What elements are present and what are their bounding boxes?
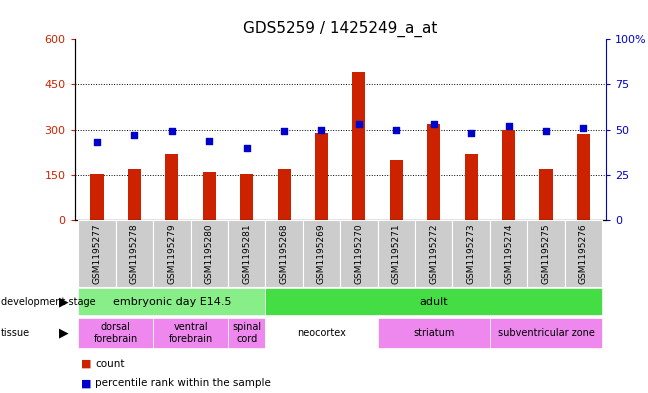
Text: ▶: ▶ [59, 295, 68, 308]
Title: GDS5259 / 1425249_a_at: GDS5259 / 1425249_a_at [243, 20, 437, 37]
Point [129, 132, 139, 138]
Text: ■: ■ [81, 358, 91, 369]
Text: ▶: ▶ [59, 327, 68, 340]
Point [391, 127, 402, 133]
Text: GSM1195272: GSM1195272 [429, 223, 438, 284]
Bar [191, 220, 228, 287]
Text: GSM1195273: GSM1195273 [467, 223, 476, 284]
Point [428, 121, 439, 127]
Bar [490, 220, 527, 287]
Text: GSM1195271: GSM1195271 [392, 223, 401, 284]
Bar [577, 134, 590, 220]
Text: percentile rank within the sample: percentile rank within the sample [95, 378, 271, 388]
Bar [78, 220, 116, 287]
Bar [353, 72, 365, 220]
Text: tissue: tissue [1, 328, 30, 338]
Bar [78, 288, 266, 315]
Text: GSM1195279: GSM1195279 [167, 223, 176, 284]
Bar [240, 174, 253, 220]
Text: adult: adult [419, 297, 448, 307]
Bar [465, 154, 478, 220]
Bar [340, 220, 378, 287]
Text: GSM1195270: GSM1195270 [354, 223, 364, 284]
Text: GSM1195269: GSM1195269 [317, 223, 326, 284]
Text: GSM1195281: GSM1195281 [242, 223, 251, 284]
Text: striatum: striatum [413, 328, 454, 338]
Bar [266, 288, 602, 315]
Text: subventricular zone: subventricular zone [498, 328, 594, 338]
Bar [116, 220, 153, 287]
Point [167, 129, 177, 135]
Text: GSM1195278: GSM1195278 [130, 223, 139, 284]
Bar [128, 169, 141, 220]
Point [279, 129, 289, 135]
Bar [228, 220, 266, 287]
Text: neocortex: neocortex [297, 328, 346, 338]
Bar [527, 220, 564, 287]
Text: ■: ■ [81, 378, 91, 388]
Text: GSM1195277: GSM1195277 [93, 223, 102, 284]
Bar [228, 318, 266, 348]
Point [466, 130, 476, 136]
Bar [91, 174, 104, 220]
Bar [378, 220, 415, 287]
Text: GSM1195280: GSM1195280 [205, 223, 214, 284]
Text: GSM1195276: GSM1195276 [579, 223, 588, 284]
Bar [315, 133, 328, 220]
Text: spinal
cord: spinal cord [232, 322, 261, 344]
Bar [490, 318, 602, 348]
Text: count: count [95, 358, 125, 369]
Point [354, 121, 364, 127]
Text: embryonic day E14.5: embryonic day E14.5 [113, 297, 231, 307]
Bar [378, 318, 490, 348]
Bar [390, 160, 403, 220]
Text: development stage: development stage [1, 297, 95, 307]
Text: GSM1195275: GSM1195275 [542, 223, 551, 284]
Bar [153, 318, 228, 348]
Point [503, 123, 514, 129]
Bar [452, 220, 490, 287]
Text: GSM1195268: GSM1195268 [279, 223, 288, 284]
Bar [502, 130, 515, 220]
Text: ventral
forebrain: ventral forebrain [168, 322, 213, 344]
Text: dorsal
forebrain: dorsal forebrain [93, 322, 138, 344]
Point [316, 127, 327, 133]
Bar [277, 169, 290, 220]
Point [578, 125, 588, 131]
Bar [203, 173, 216, 220]
Point [541, 129, 551, 135]
Bar [266, 318, 378, 348]
Bar [266, 220, 303, 287]
Text: GSM1195274: GSM1195274 [504, 223, 513, 284]
Bar [165, 154, 178, 220]
Bar [415, 220, 452, 287]
Bar [153, 220, 191, 287]
Bar [78, 318, 153, 348]
Bar [303, 220, 340, 287]
Point [204, 138, 214, 144]
Point [92, 139, 102, 145]
Bar [564, 220, 602, 287]
Bar [539, 169, 553, 220]
Bar [427, 124, 440, 220]
Point [242, 145, 252, 151]
